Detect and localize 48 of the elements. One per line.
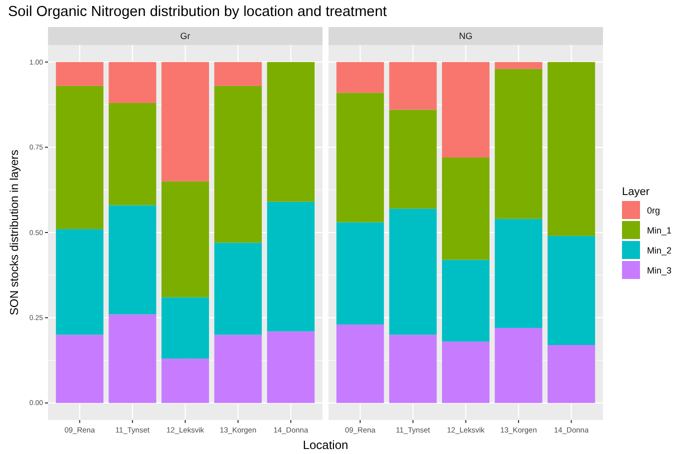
- bar: [56, 62, 104, 86]
- bar: [267, 62, 315, 202]
- legend-label: 0rg: [647, 205, 660, 216]
- bar: [442, 62, 490, 158]
- bar: [442, 342, 490, 403]
- bar: [108, 314, 156, 403]
- bar: [161, 297, 210, 359]
- bar: [108, 205, 156, 314]
- bar: [108, 102, 156, 206]
- bar: [494, 62, 542, 69]
- bar: [548, 236, 596, 345]
- bar: [548, 345, 596, 403]
- bar: [548, 62, 596, 236]
- bar: [389, 110, 437, 209]
- bar: [336, 324, 384, 403]
- bar: [494, 328, 542, 403]
- bar: [389, 208, 437, 335]
- bar: [214, 86, 262, 243]
- x-axis-title: Location: [302, 438, 348, 452]
- bar: [336, 62, 384, 93]
- bar: [56, 86, 104, 230]
- bar: [161, 358, 210, 403]
- bar: [214, 242, 262, 335]
- bar: [494, 68, 542, 219]
- bar: [389, 334, 437, 403]
- bar: [494, 218, 542, 328]
- y-axis-title: SON stocks distribution in layers: [9, 149, 21, 316]
- bar: [161, 181, 210, 298]
- bar: [214, 62, 262, 86]
- bar: [56, 229, 104, 335]
- legend-title: Layer: [622, 186, 650, 198]
- bar: [336, 222, 384, 325]
- bar: [108, 62, 156, 103]
- bar: [442, 260, 490, 342]
- bar: [56, 334, 104, 403]
- chart-subtitle: Gr: [180, 31, 190, 42]
- legend-label: Min_3: [647, 265, 672, 276]
- bar: [161, 62, 210, 182]
- legend-label: Min_1: [647, 225, 672, 236]
- bar: [267, 202, 315, 332]
- chart-subtitle: NG: [459, 31, 472, 42]
- bar: [389, 62, 437, 110]
- bar: [267, 331, 315, 403]
- bar: [336, 92, 384, 222]
- legend-label: Min_2: [647, 245, 672, 256]
- chart-title: Soil Organic Nitrogen distribution by location and treatment: [8, 4, 387, 20]
- bar: [442, 158, 490, 260]
- bar: [214, 334, 262, 403]
